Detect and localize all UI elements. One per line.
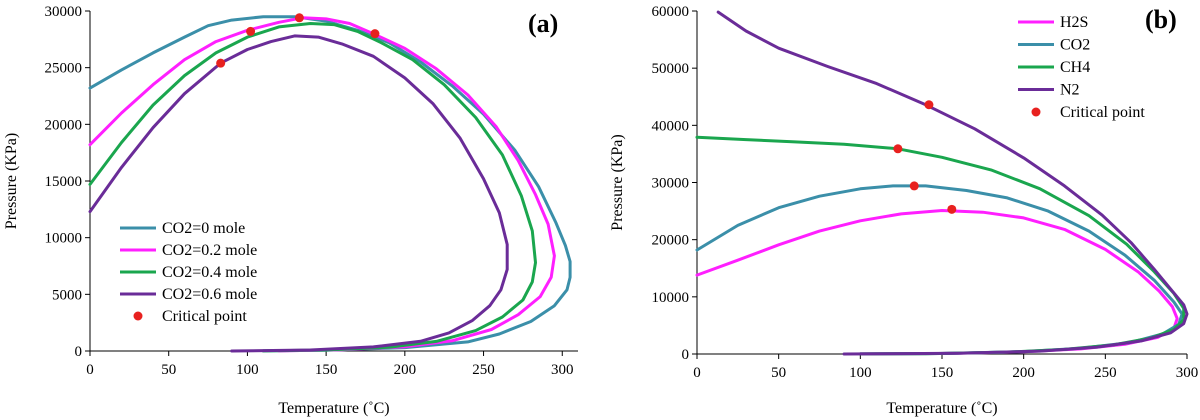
- y-axis-title: Pressure (KPa): [3, 133, 20, 229]
- y-tick-label: 15000: [45, 174, 83, 190]
- y-axis-title: Pressure (KPa): [609, 134, 626, 230]
- legend-label: CO2=0 mole: [162, 220, 245, 237]
- y-tick-label: 25000: [45, 61, 83, 77]
- y-tick-label: 10000: [45, 231, 83, 247]
- y-tick-label: 30000: [45, 4, 83, 20]
- y-tick-label: 20000: [45, 117, 83, 133]
- legend-label: CO2=0.2 mole: [162, 242, 257, 259]
- y-tick-label: 10000: [652, 290, 690, 306]
- legend-label: CO2=0.4 mole: [162, 264, 257, 281]
- y-tick-label: 60000: [652, 4, 690, 20]
- x-tick-label: 300: [1176, 365, 1199, 381]
- critical-point-marker: [947, 204, 957, 214]
- y-tick-label: 20000: [652, 233, 690, 249]
- x-tick-label: 100: [849, 365, 872, 381]
- critical-point-marker: [246, 26, 256, 36]
- x-tick-label: 50: [161, 362, 176, 378]
- series-line-co2-0-2-mole: [88, 16, 556, 353]
- panel-a: 0 5000 10000 15000 20000 25000 30000 0 50 100 150 2…: [3, 4, 578, 417]
- critical-point-marker: [909, 181, 919, 191]
- x-tick-label: 250: [472, 362, 495, 378]
- series-line-n2: [716, 10, 1189, 356]
- legend-critical-marker: [133, 311, 143, 321]
- x-tick-label: 300: [551, 362, 574, 378]
- legend: CO2=0 mole CO2=0.2 mole CO2=0.4 mole CO2=0.…: [120, 220, 257, 325]
- series-line-h2s: [695, 209, 1179, 356]
- x-tick-label: 150: [315, 362, 338, 378]
- legend-label: H2S: [1060, 14, 1088, 31]
- series-line-co2-0-4-mole: [88, 22, 537, 353]
- critical-point-marker: [924, 100, 934, 110]
- legend-label: Critical point: [162, 308, 247, 325]
- legend-label: Critical point: [1060, 104, 1145, 121]
- x-tick-label: 250: [1094, 365, 1117, 381]
- y-tick-label: 0: [75, 344, 83, 360]
- x-axis-title: Temperature (˚C): [278, 400, 389, 417]
- legend-label: N2: [1060, 82, 1080, 99]
- x-tick-label: 200: [394, 362, 417, 378]
- panel-label: (b): [1145, 5, 1177, 34]
- y-tick-label: 50000: [652, 61, 690, 77]
- y-tick-label: 40000: [652, 118, 690, 134]
- series-line-co2-0-6-mole: [88, 34, 509, 353]
- critical-point-marker: [216, 58, 226, 68]
- x-tick-label: 50: [771, 365, 786, 381]
- x-tick-label: 0: [86, 362, 94, 378]
- x-tick-label: 0: [693, 365, 701, 381]
- critical-point-marker: [893, 144, 903, 154]
- critical-point-marker: [370, 29, 380, 39]
- panel-label: (a): [528, 9, 558, 38]
- y-tick-label: 30000: [652, 176, 690, 192]
- panel-b: 0 10000 20000 30000 40000 50000 60000 0 50 100 150…: [609, 4, 1198, 417]
- x-tick-label: 150: [931, 365, 954, 381]
- critical-point-marker: [294, 13, 304, 23]
- legend-critical-marker: [1031, 107, 1041, 117]
- legend: H2S CO2 CH4 N2 Critical point: [1018, 14, 1145, 121]
- x-tick-label: 100: [236, 362, 259, 378]
- legend-label: CH4: [1060, 59, 1090, 76]
- y-tick-label: 5000: [52, 287, 82, 303]
- y-tick-label: 0: [682, 347, 690, 363]
- x-tick-label: 200: [1012, 365, 1035, 381]
- x-axis-title: Temperature (˚C): [886, 400, 997, 417]
- legend-label: CO2: [1060, 37, 1090, 54]
- legend-label: CO2=0.6 mole: [162, 286, 257, 303]
